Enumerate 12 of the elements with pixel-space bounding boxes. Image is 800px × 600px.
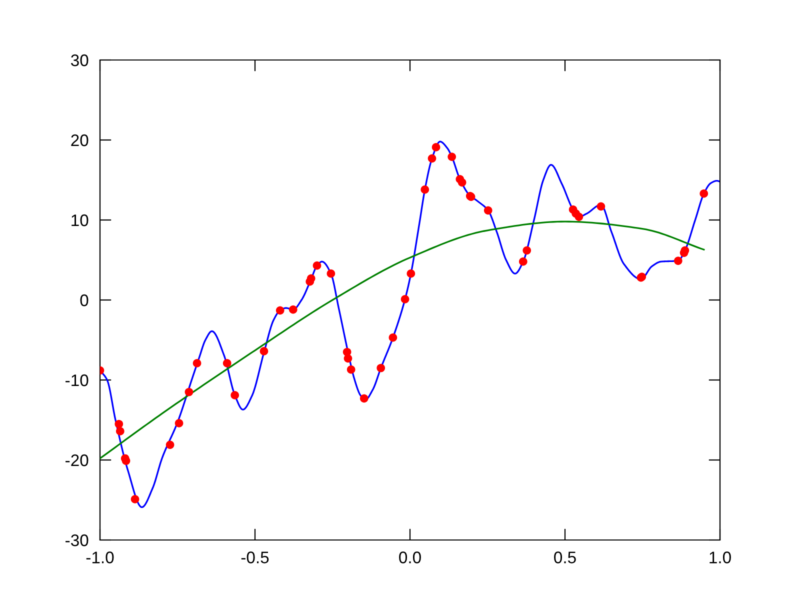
x-tick-label: 1.0 [710, 552, 731, 564]
y-tick-label: 30 [70, 54, 88, 66]
y-tick-label: 10 [72, 214, 88, 226]
x-tick-label: -0.5 [241, 552, 269, 564]
y-tick-label: -20 [66, 454, 88, 466]
x-tick-label: -1.0 [86, 552, 114, 564]
y-tick-label: 20 [71, 134, 88, 146]
y-tick-label: -10 [66, 374, 88, 386]
x-tick-label: 0.0 [399, 552, 421, 564]
y-tick-label: 0 [80, 294, 88, 306]
x-tick-label: 0.5 [554, 552, 576, 564]
y-tick-label: -30 [66, 534, 88, 546]
